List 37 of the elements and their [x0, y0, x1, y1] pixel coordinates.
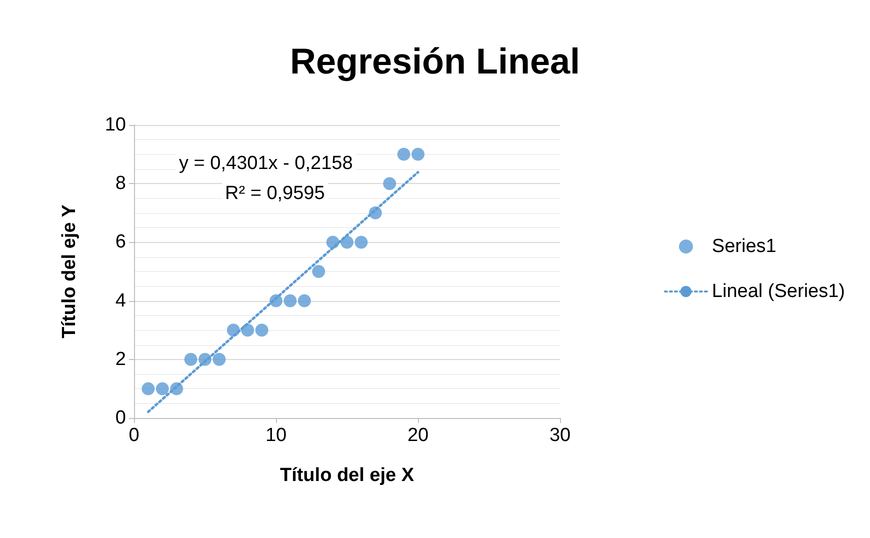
y-tick-label: 4	[115, 290, 126, 312]
y-tick-label: 0	[115, 408, 126, 428]
x-axis-title: Título del eje X	[280, 465, 414, 486]
point	[312, 265, 326, 278]
point	[184, 352, 198, 366]
x-tick-label: 20	[407, 425, 429, 446]
point	[156, 382, 169, 396]
point	[270, 294, 282, 308]
point	[383, 177, 396, 190]
x-tick-label: 10	[265, 425, 287, 446]
x-tick-label: 0	[128, 425, 140, 446]
point	[412, 148, 424, 161]
y-tick-label: 8	[115, 173, 126, 194]
annotation: R² = 0,9595	[225, 183, 325, 204]
point	[354, 236, 368, 249]
point	[142, 382, 155, 396]
annotation: y = 0,4301x - 0,2158	[179, 153, 353, 174]
point	[226, 324, 240, 337]
point	[198, 352, 212, 366]
legend-label: Lineal (Series1)	[712, 281, 846, 302]
y-tick-label: 6	[115, 232, 126, 253]
point	[326, 236, 340, 249]
point	[241, 324, 254, 337]
x-tick-label: 30	[549, 425, 571, 446]
y-tick-label: 10	[104, 114, 126, 136]
point	[340, 236, 354, 249]
point	[298, 294, 311, 308]
point	[397, 148, 410, 161]
point	[212, 352, 226, 366]
point	[170, 382, 184, 396]
y-axis-title: Título del eje Y	[59, 204, 80, 338]
chart-title: Regresión Lineal	[290, 40, 580, 82]
point	[284, 294, 297, 308]
legend-label: Series1	[712, 236, 776, 257]
y-tick-label: 2	[115, 348, 126, 370]
point	[255, 324, 268, 337]
point	[368, 206, 382, 220]
